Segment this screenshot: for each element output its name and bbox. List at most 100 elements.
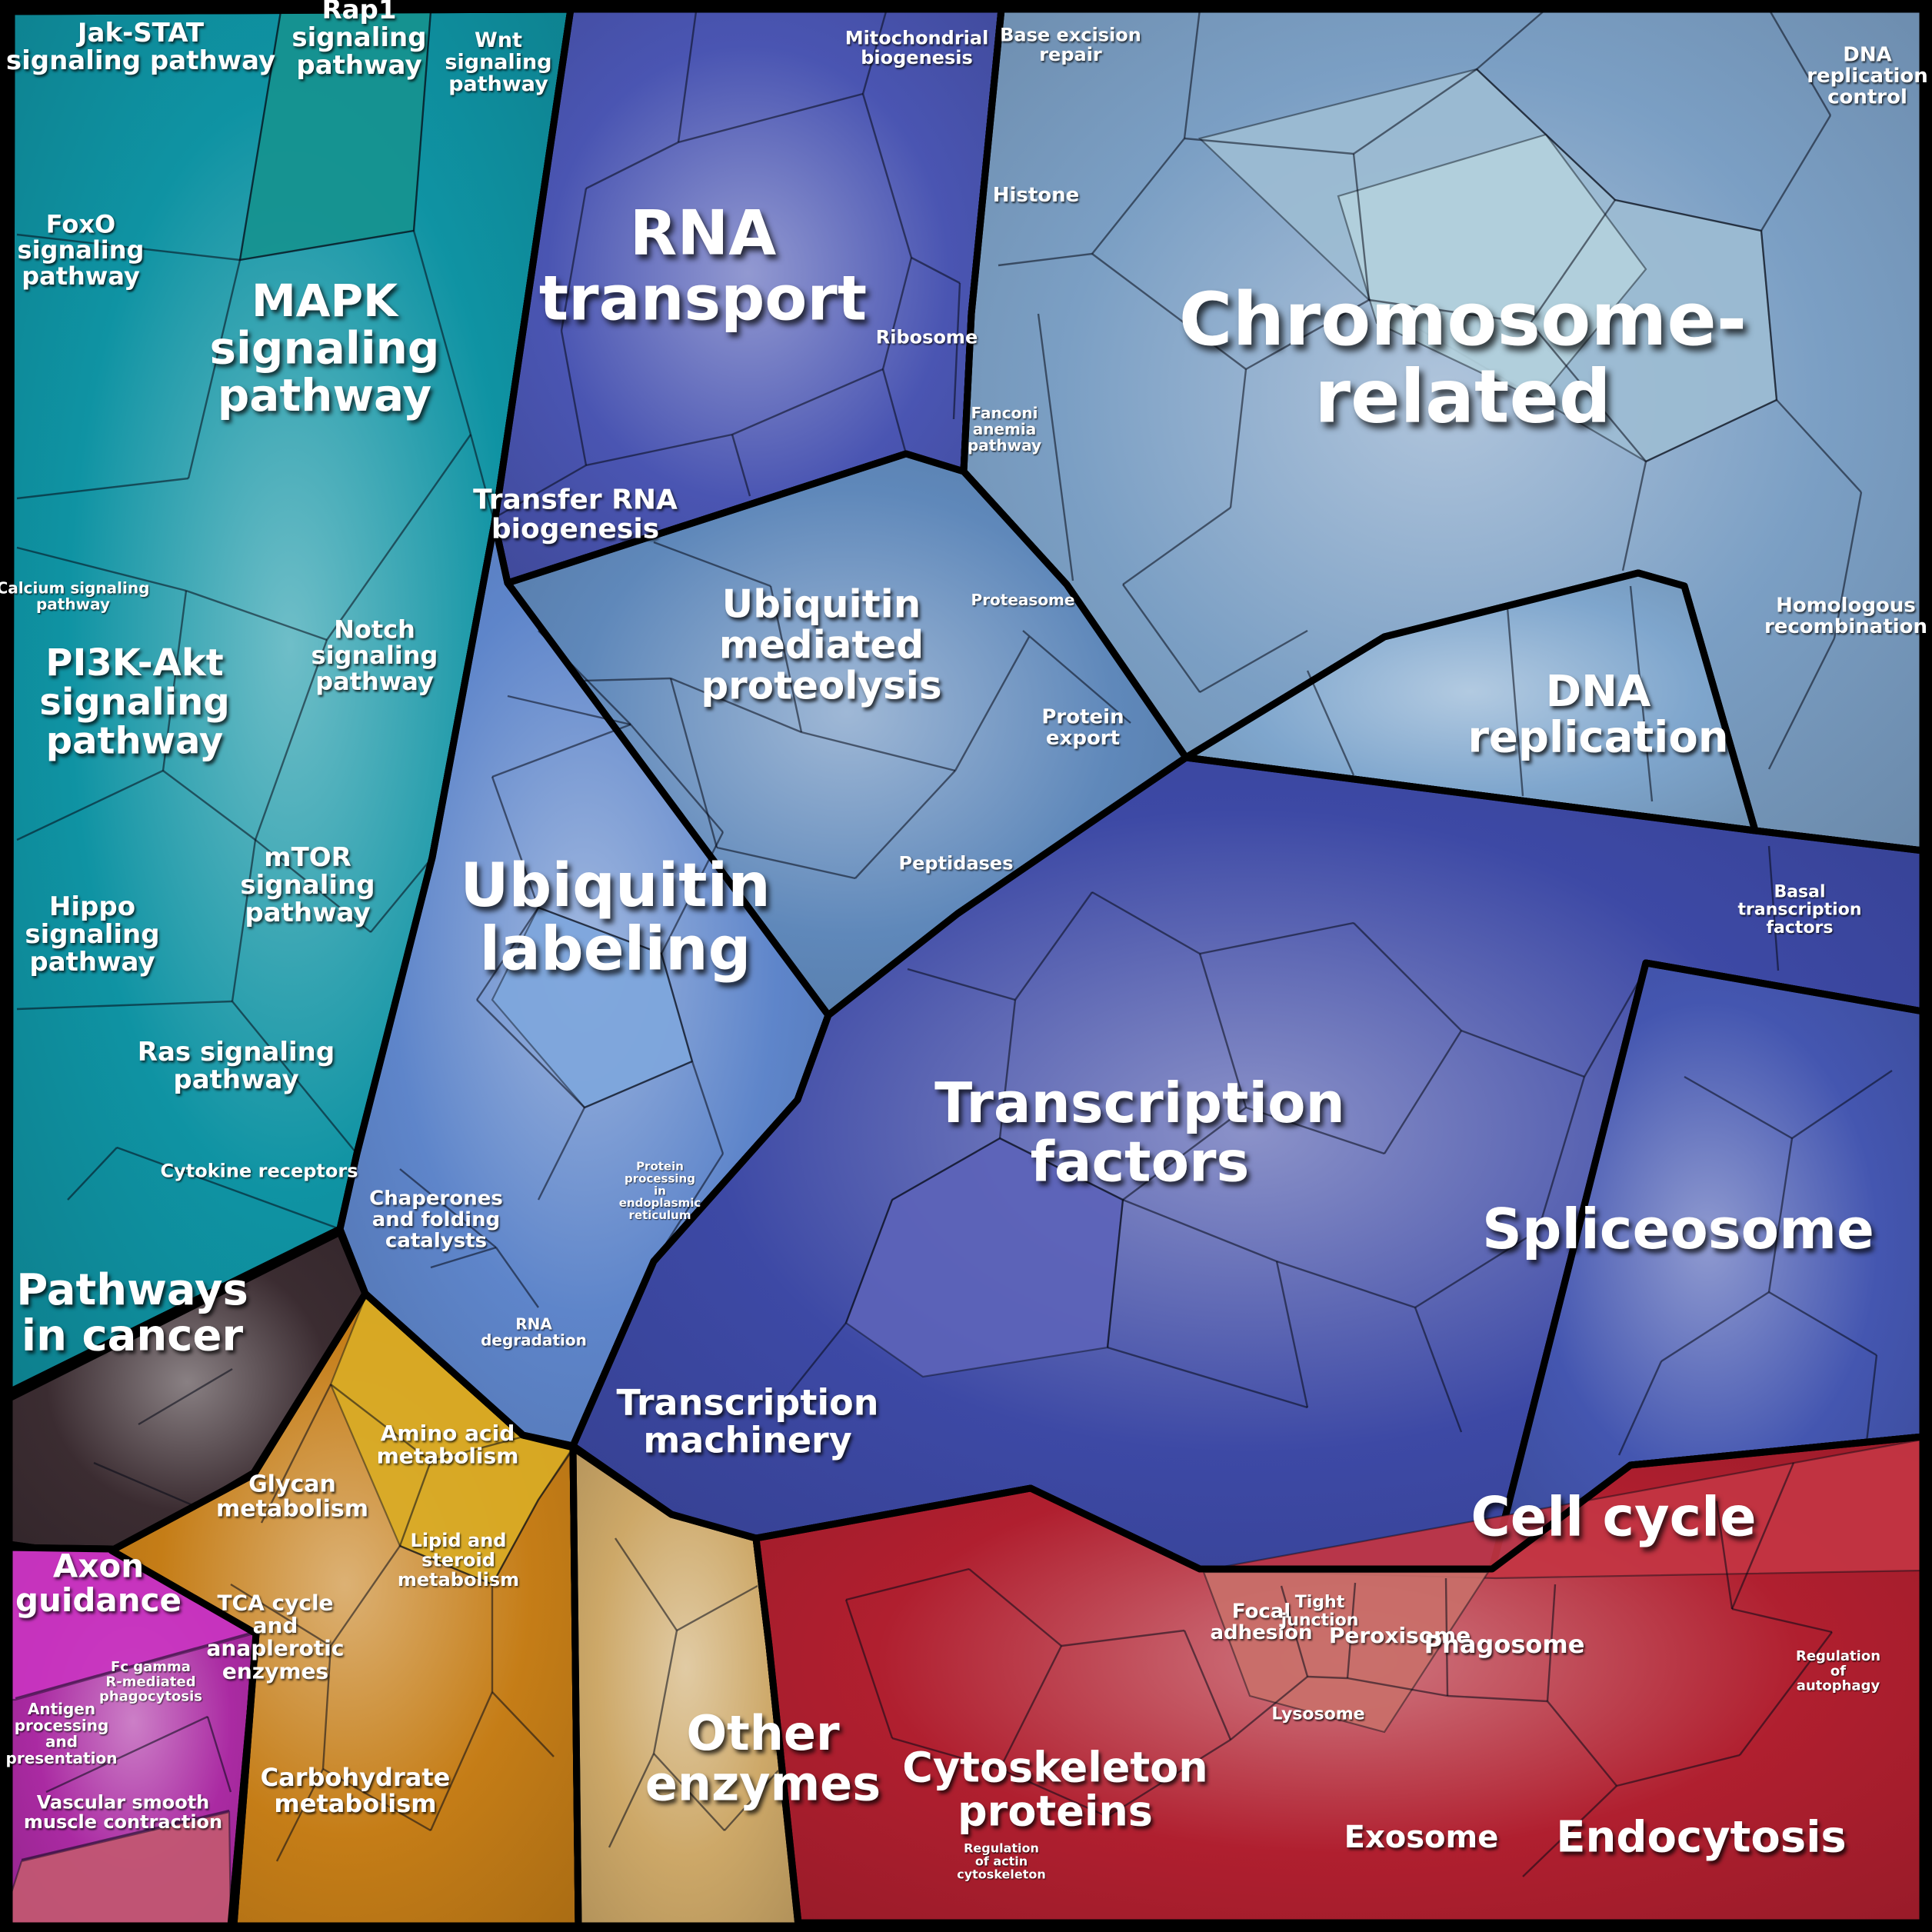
subcell-border xyxy=(801,731,956,772)
label-protein-export: Protein export xyxy=(1041,705,1124,750)
subcell-border xyxy=(255,839,371,933)
label-carbohydrate-metabolism: Carbohydrate metabolism xyxy=(261,1763,451,1818)
label-notch-signaling-pathway: Notch signaling pathway xyxy=(311,615,438,696)
label-tight-junction: Tight junction xyxy=(1281,1593,1359,1630)
subcell-border xyxy=(398,1461,432,1547)
label-cellcycle: Cell cycle xyxy=(1471,1486,1756,1549)
subcell-border xyxy=(187,259,242,479)
subcell-border xyxy=(669,678,718,848)
subcell-border xyxy=(275,1768,325,1862)
label-mtor-signaling-pathway: mTOR signaling pathway xyxy=(240,842,375,928)
subcell-border xyxy=(678,92,864,144)
subcell-border xyxy=(1347,1677,1448,1697)
subcell-border xyxy=(93,1461,202,1511)
subcell-border xyxy=(677,11,698,143)
subcell-border xyxy=(230,1583,331,1647)
label-rna-transport: RNA transport xyxy=(539,198,867,335)
subcell-border xyxy=(881,257,913,370)
label-ribosome: Ribosome xyxy=(876,326,978,348)
subcell-border xyxy=(1037,313,1074,581)
subcell-border xyxy=(1091,891,1201,955)
label-histone: Histone xyxy=(993,184,1080,207)
subcell-border xyxy=(1447,1694,1548,1703)
subcell-border xyxy=(16,233,241,261)
subcell-border xyxy=(784,1322,847,1401)
subcell-border xyxy=(16,769,164,841)
region-vesicle_cell_structure[interactable] xyxy=(752,1433,1927,1927)
subcell-border xyxy=(911,256,961,285)
subcell-border xyxy=(1530,199,1616,324)
subcell-border xyxy=(1091,138,1185,255)
subcell-border xyxy=(630,724,724,833)
subcell-border xyxy=(260,1384,332,1524)
subcell-border xyxy=(861,11,888,95)
subcell-border xyxy=(1276,1260,1416,1309)
label-cytoskeleton-proteins: Cytoskeleton proteins xyxy=(902,1743,1208,1835)
subcell-border xyxy=(321,1645,332,1770)
subcell-border xyxy=(326,434,471,641)
subcell-border xyxy=(239,229,415,261)
region-spliceosome[interactable] xyxy=(1488,959,1927,1573)
subcell-border xyxy=(1661,1291,1770,1363)
region-chromosome[interactable] xyxy=(960,5,1927,854)
label-transcription-factors: Transcription factors xyxy=(934,1071,1345,1194)
label-jak-stat-signalingpathway: Jak-STAT signaling pathway xyxy=(6,18,275,76)
label-protein-processing-in-endoplasmic-reticulum: Protein processing in endoplasmic reticulum xyxy=(619,1159,701,1222)
label-regulation-ofactin-cytoskeleton: Regulation of actin cytoskeleton xyxy=(957,1841,1046,1882)
subcell-border xyxy=(231,839,257,1002)
label-rassignaling-pathway: Ras signaling pathway xyxy=(138,1037,335,1095)
subcell-border xyxy=(845,1567,970,1601)
region-neuro_immune[interactable] xyxy=(5,1544,261,1930)
subcell-border xyxy=(968,1568,1062,1647)
label-chromosome--related: Chromosome-related xyxy=(1179,278,1747,440)
subcell-border xyxy=(584,677,671,682)
subcell-border xyxy=(1684,1075,1793,1140)
subcell-border xyxy=(653,1753,725,1831)
label-tcacycle-and-anaplerotic-enzymes: TCA cycle and anaplerotic enzymes xyxy=(207,1590,345,1684)
subcell-border xyxy=(1730,1462,1795,1610)
subcell-border xyxy=(1617,1361,1663,1456)
subcell-border xyxy=(1776,399,1862,493)
label-focal-adhesion: Focal adhesion xyxy=(1210,1600,1312,1644)
subcell-border xyxy=(1198,953,1247,1108)
subcell-border xyxy=(1230,1676,1308,1740)
subcell-border xyxy=(854,770,956,879)
label-vascularsmooth-musclecontraction: Vascular smooth muscle contraction xyxy=(24,1792,222,1833)
subcell-border xyxy=(1107,1738,1231,1818)
subcell-border xyxy=(1022,630,1131,724)
subcell-border xyxy=(1768,1291,1877,1357)
region-ubiquitin_labeling[interactable] xyxy=(336,519,832,1450)
subcell-border xyxy=(660,953,694,1062)
region-outline-vesicle_cell_structure xyxy=(752,1433,1927,1927)
label-peroxisome: Peroxisome xyxy=(1329,1623,1471,1648)
subcell-border xyxy=(724,1770,779,1831)
subcell-border xyxy=(891,1737,1001,1770)
subcell-border xyxy=(1522,1785,1617,1877)
label-basal-transcription-factors: Basal transcription factors xyxy=(1738,882,1862,938)
subcell-border xyxy=(1184,137,1354,155)
subcell-border xyxy=(491,723,631,778)
label-mitochondrial-biogenesis: Mitochondrial biogenesis xyxy=(845,28,989,68)
subcell-border xyxy=(491,1691,555,1757)
region-outline-ubiquitin_labeling xyxy=(336,519,832,1450)
label-pathways-incancer: Pathways in cancer xyxy=(16,1265,248,1361)
subcell-border xyxy=(1106,1199,1124,1348)
subcell-border xyxy=(1715,1501,1734,1610)
subcell-border xyxy=(370,857,433,933)
subcell-border xyxy=(608,1753,655,1848)
label-fcgamma-r-mediated-phagocytosis: Fc gamma R-mediated phagocytosis xyxy=(99,1659,202,1704)
label-glycan-metabolism: Glycan metabolism xyxy=(216,1471,368,1523)
subcell-border xyxy=(676,1584,758,1632)
subcell-border xyxy=(162,770,256,841)
subcell-border xyxy=(67,1147,118,1201)
subcell-border xyxy=(430,1435,524,1463)
subcell-border xyxy=(999,1137,1124,1201)
subcell-border xyxy=(45,1715,208,1794)
subcell-border xyxy=(491,776,540,908)
subcell-border xyxy=(330,1384,431,1462)
region-metabolism[interactable] xyxy=(108,1290,582,1930)
label-mapk-signaling-pathway: MAPK signaling pathway xyxy=(210,275,440,421)
label-aminoacid-metabolism: Amino acid metabolism xyxy=(377,1421,519,1469)
